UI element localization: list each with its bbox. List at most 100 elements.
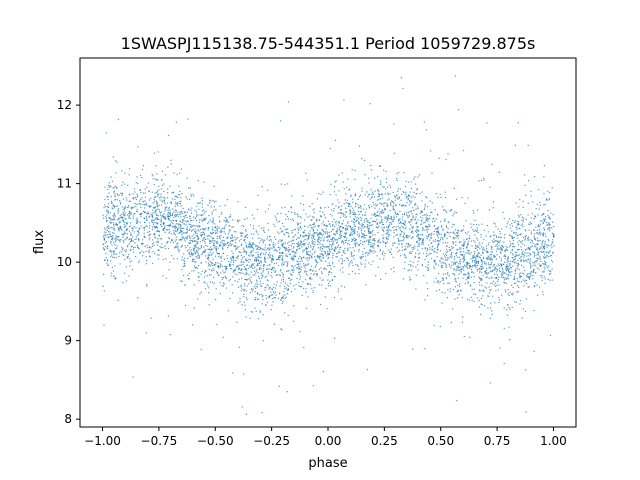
- data-point: [496, 284, 498, 287]
- data-point: [321, 253, 323, 255]
- data-point: [429, 247, 431, 249]
- data-point: [505, 270, 508, 272]
- data-point: [293, 252, 295, 254]
- data-point: [376, 255, 378, 257]
- data-point: [413, 191, 415, 193]
- data-point: [387, 230, 389, 232]
- data-point: [181, 212, 183, 214]
- data-point: [422, 229, 424, 231]
- data-point: [354, 195, 356, 197]
- data-point: [130, 213, 132, 215]
- data-point: [344, 233, 346, 235]
- data-point: [374, 207, 376, 209]
- data-point: [495, 244, 497, 246]
- data-point: [551, 279, 553, 281]
- data-point: [132, 215, 134, 217]
- data-point: [160, 220, 162, 222]
- data-point: [180, 224, 182, 226]
- data-point: [176, 258, 178, 260]
- data-point: [316, 261, 318, 263]
- data-point: [551, 268, 553, 270]
- data-point: [498, 265, 500, 267]
- data-point: [207, 262, 210, 264]
- data-point: [352, 230, 354, 232]
- data-point: [462, 254, 464, 256]
- data-point: [330, 238, 332, 240]
- data-point: [412, 348, 414, 350]
- data-point: [466, 247, 468, 249]
- data-point: [530, 231, 532, 233]
- data-point: [426, 226, 428, 228]
- data-point: [286, 264, 288, 266]
- data-point: [317, 226, 320, 228]
- data-point: [473, 260, 476, 262]
- data-point: [318, 284, 320, 286]
- data-point: [503, 272, 505, 274]
- data-point: [336, 231, 338, 233]
- data-point: [245, 253, 247, 255]
- data-point: [411, 226, 413, 228]
- data-point: [361, 236, 363, 238]
- data-point: [390, 215, 392, 217]
- data-point: [276, 250, 278, 252]
- data-point: [213, 244, 215, 247]
- data-point: [187, 220, 189, 222]
- data-point: [256, 292, 259, 294]
- data-point: [120, 192, 122, 194]
- data-point: [117, 118, 120, 121]
- data-point: [540, 250, 542, 252]
- data-point: [498, 301, 500, 303]
- data-point: [154, 192, 156, 194]
- data-point: [245, 268, 247, 270]
- data-point: [548, 217, 550, 220]
- data-point: [476, 223, 478, 226]
- data-point: [112, 234, 114, 236]
- data-point: [260, 293, 262, 295]
- data-point: [518, 264, 520, 266]
- data-point: [213, 243, 215, 245]
- data-point: [113, 225, 115, 227]
- data-point: [551, 242, 553, 244]
- data-point: [387, 216, 389, 218]
- data-point: [501, 267, 504, 269]
- data-point: [255, 310, 257, 312]
- data-point: [367, 196, 369, 198]
- data-point: [480, 268, 482, 270]
- data-point: [252, 274, 254, 276]
- data-point: [357, 198, 359, 200]
- data-point: [132, 217, 134, 219]
- data-point: [232, 252, 234, 254]
- data-point: [460, 266, 462, 268]
- data-point: [381, 212, 383, 214]
- data-point: [338, 260, 340, 262]
- data-point: [111, 238, 113, 240]
- data-point: [256, 245, 259, 247]
- data-point: [209, 248, 211, 250]
- data-point: [193, 270, 195, 272]
- data-point: [113, 232, 115, 235]
- data-point: [479, 257, 481, 259]
- data-point: [317, 233, 319, 235]
- data-point: [226, 241, 229, 243]
- data-point: [452, 247, 454, 249]
- data-point: [122, 247, 124, 250]
- data-point: [378, 191, 380, 193]
- data-point: [427, 267, 430, 270]
- data-point: [532, 201, 534, 203]
- data-point: [373, 196, 376, 198]
- data-point: [203, 276, 206, 278]
- data-point: [299, 226, 302, 228]
- data-point: [328, 257, 330, 259]
- data-point: [170, 241, 172, 243]
- data-point: [106, 262, 108, 264]
- data-point: [495, 271, 497, 273]
- data-point: [192, 229, 194, 231]
- data-point: [524, 236, 526, 238]
- data-point: [460, 230, 462, 232]
- data-point: [521, 243, 523, 245]
- data-point: [165, 206, 167, 208]
- data-point: [107, 206, 109, 208]
- data-point: [379, 183, 382, 186]
- data-point: [320, 233, 322, 235]
- data-point: [212, 258, 214, 261]
